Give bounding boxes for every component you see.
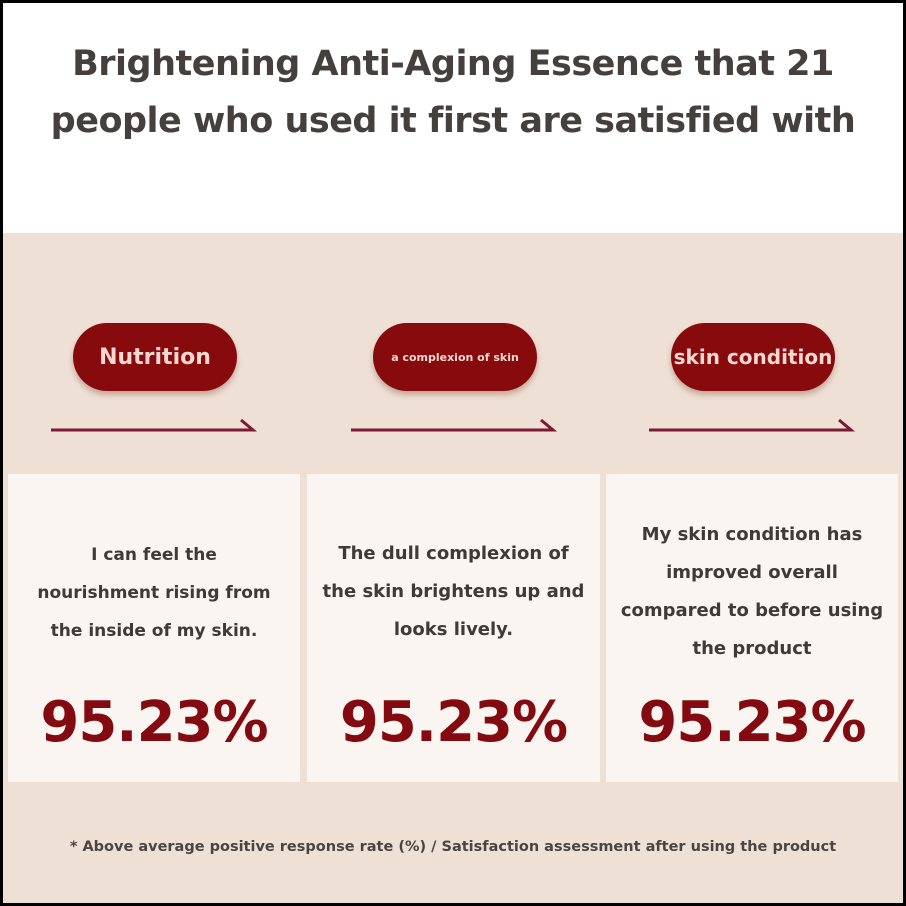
header: Brightening Anti-Aging Essence that 21 p… bbox=[3, 3, 903, 233]
description-line: My skin condition has bbox=[641, 524, 863, 545]
stat-card-nutrition: I can feel the nourishment rising from t… bbox=[8, 474, 300, 782]
card-description: I can feel the nourishment rising from t… bbox=[8, 536, 300, 650]
category-pill-nutrition: Nutrition bbox=[73, 323, 237, 391]
description-line: the skin brightens up and bbox=[322, 581, 585, 602]
category-pill-skin-condition: skin condition bbox=[671, 323, 835, 391]
description-line: looks lively. bbox=[393, 619, 514, 640]
title-line-1: Brightening Anti-Aging Essence that 21 bbox=[72, 44, 834, 84]
description-line: compared to before using bbox=[620, 600, 884, 621]
description-line: the inside of my skin. bbox=[50, 621, 258, 641]
page-title: Brightening Anti-Aging Essence that 21 p… bbox=[3, 43, 903, 143]
satisfaction-percent: 95.23% bbox=[339, 690, 568, 755]
description-line: nourishment rising from bbox=[37, 583, 271, 603]
satisfaction-percent: 95.23% bbox=[638, 690, 866, 755]
arrow-icon bbox=[351, 418, 557, 432]
stat-card-complexion: The dull complexion of the skin brighten… bbox=[307, 474, 600, 782]
satisfaction-percent: 95.23% bbox=[40, 690, 268, 755]
category-pill-complexion: a complexion of skin bbox=[373, 323, 537, 391]
title-line-2: people who used it first are satisfied w… bbox=[50, 101, 856, 141]
description-line: The dull complexion of bbox=[338, 543, 569, 564]
card-description: My skin condition has improved overall c… bbox=[606, 516, 898, 668]
stat-card-skin-condition: My skin condition has improved overall c… bbox=[606, 474, 898, 782]
footnote: * Above average positive response rate (… bbox=[69, 839, 837, 855]
description-line: I can feel the bbox=[91, 545, 217, 565]
description-line: improved overall bbox=[666, 562, 838, 583]
card-description: The dull complexion of the skin brighten… bbox=[307, 535, 600, 649]
arrow-icon bbox=[649, 418, 855, 432]
description-line: the product bbox=[692, 638, 812, 659]
infographic: Brightening Anti-Aging Essence that 21 p… bbox=[3, 3, 903, 903]
arrow-icon bbox=[51, 418, 257, 432]
